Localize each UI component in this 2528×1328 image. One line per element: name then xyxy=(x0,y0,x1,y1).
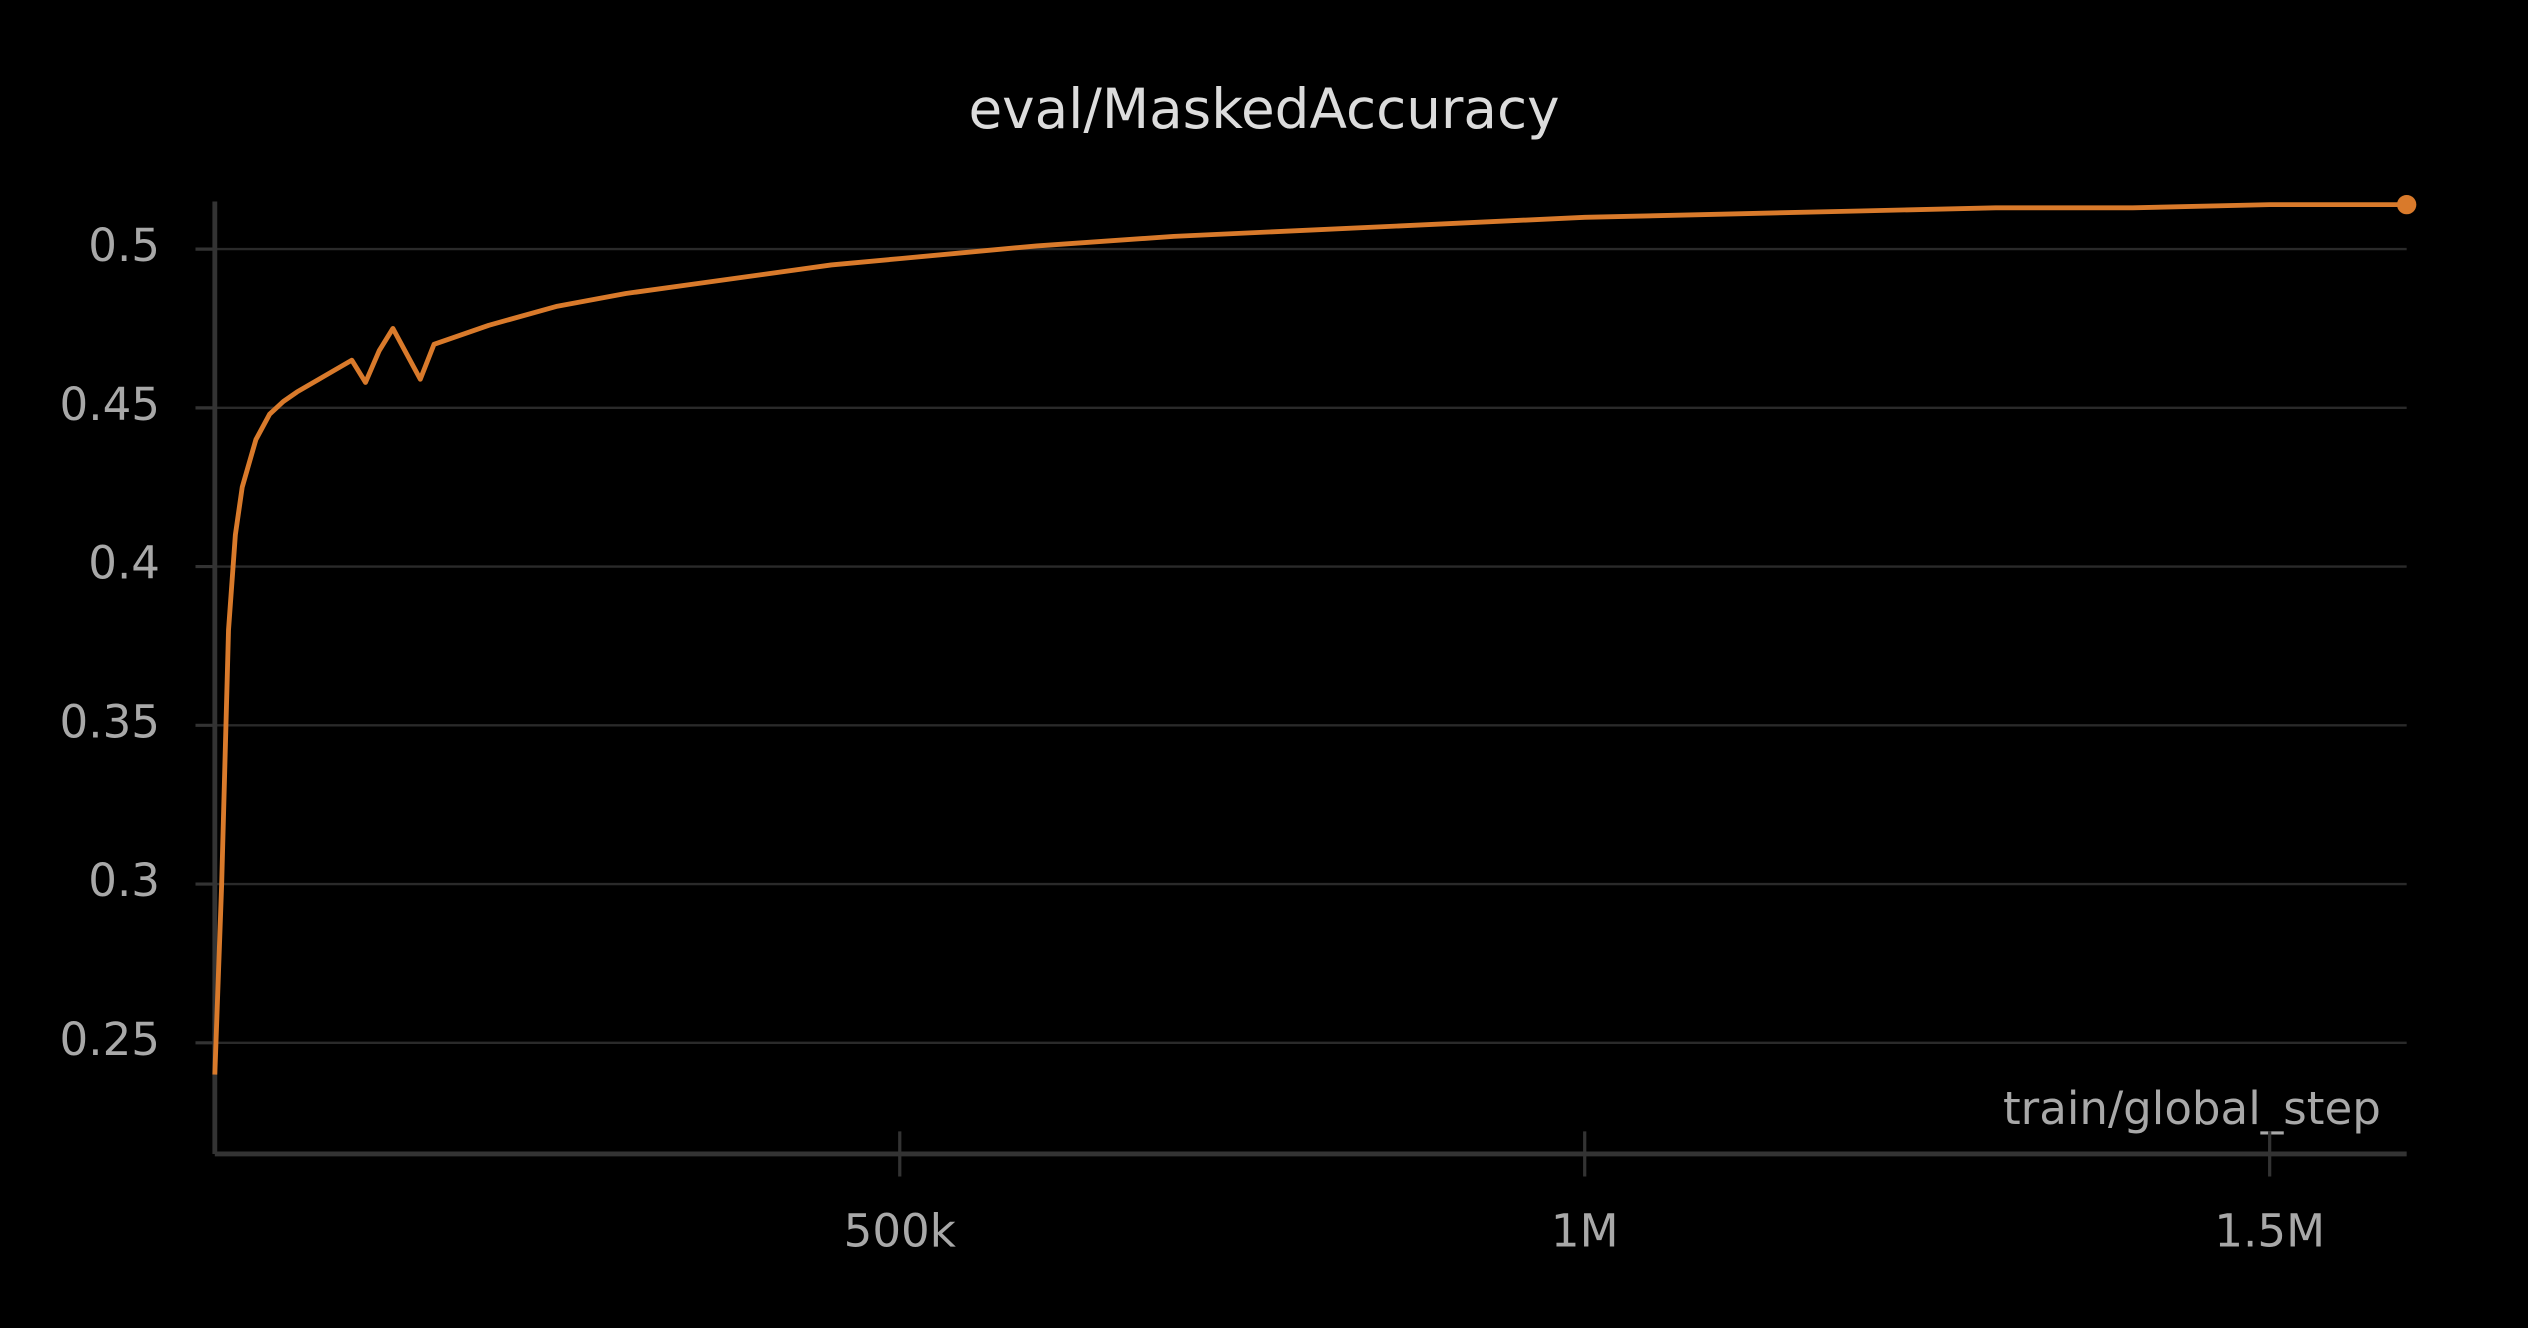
end-point xyxy=(2396,194,2417,215)
y-tick-label: 0.35 xyxy=(60,695,160,748)
y-tick-label: 0.5 xyxy=(88,219,160,272)
x-tick-label: 1.5M xyxy=(2214,1205,2325,1258)
x-tick-label: 1M xyxy=(1551,1205,1619,1258)
y-tick-label: 0.25 xyxy=(60,1013,160,1066)
y-tick-label: 0.4 xyxy=(88,537,160,590)
y-tick-label: 0.45 xyxy=(60,378,160,431)
chart-title: eval/MaskedAccuracy xyxy=(968,77,1559,141)
line-series xyxy=(212,202,2407,1075)
x-tick-label: 500k xyxy=(844,1205,956,1258)
y-tick-label: 0.3 xyxy=(88,854,160,907)
x-axis-label: train/global_step xyxy=(2003,1082,2381,1135)
